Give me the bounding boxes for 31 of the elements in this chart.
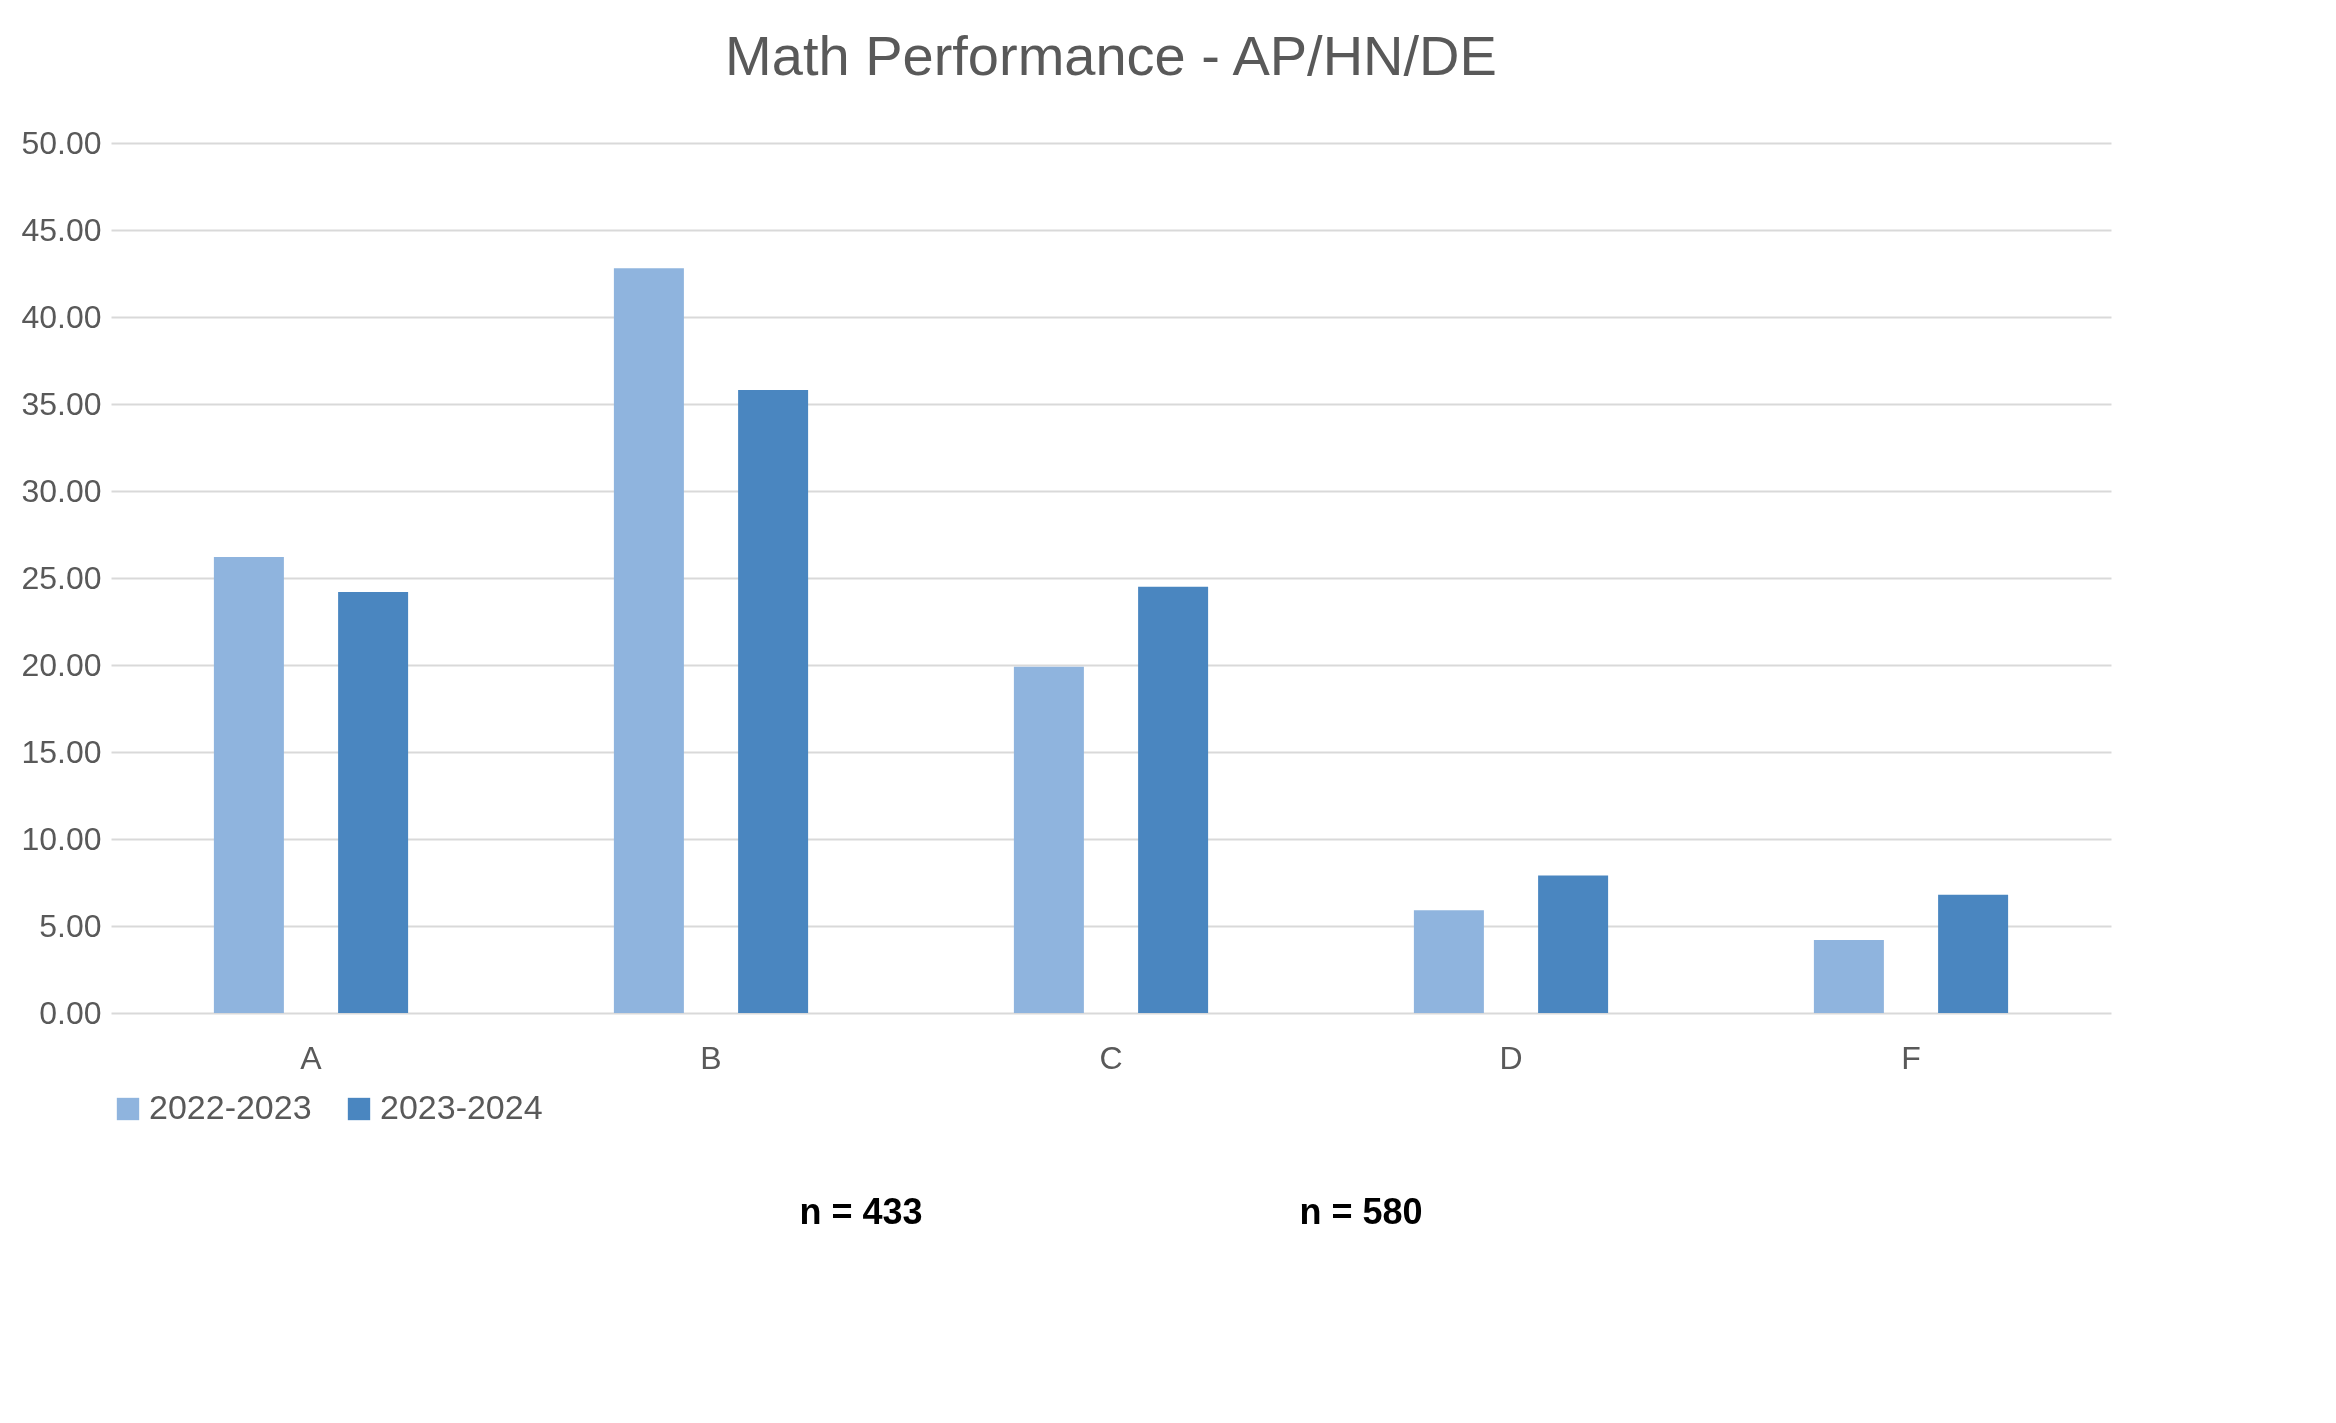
bar: [213, 557, 284, 1013]
x-tick-label: D: [1499, 1039, 1523, 1076]
y-tick-label: 25.00: [21, 559, 102, 596]
y-tick-label: 15.00: [21, 733, 102, 770]
bar: [1013, 666, 1084, 1013]
y-tick-label: 30.00: [21, 472, 102, 509]
text: n = 580: [1299, 1191, 1423, 1232]
y-tick-label: 5.00: [39, 907, 102, 944]
bar: [1413, 910, 1484, 1013]
legend-label: 2023-2024: [380, 1088, 543, 1126]
y-tick-label: 0.00: [39, 994, 102, 1031]
bar: [338, 591, 409, 1013]
bar: [613, 268, 684, 1013]
x-tick-label: A: [300, 1039, 323, 1076]
bar: [1538, 875, 1609, 1013]
bar: [1813, 939, 1884, 1013]
x-tick-label: B: [700, 1039, 722, 1076]
legend-label: 2022-2023: [149, 1088, 312, 1126]
y-tick-label: 40.00: [21, 298, 102, 335]
y-tick-label: 20.00: [21, 646, 102, 683]
bar: [1938, 894, 2009, 1013]
x-tick-label: F: [1901, 1039, 1921, 1076]
y-tick-label: 50.00: [21, 124, 102, 161]
bar: [1138, 586, 1209, 1013]
y-tick-label: 10.00: [21, 820, 102, 857]
y-tick-label: 45.00: [21, 211, 102, 248]
chart-title: Math Performance - AP/HN/DE: [725, 24, 1497, 87]
y-tick-label: 35.00: [21, 385, 102, 422]
text: n = 433: [799, 1191, 923, 1232]
x-tick-label: C: [1099, 1039, 1123, 1076]
bar: [738, 390, 809, 1013]
